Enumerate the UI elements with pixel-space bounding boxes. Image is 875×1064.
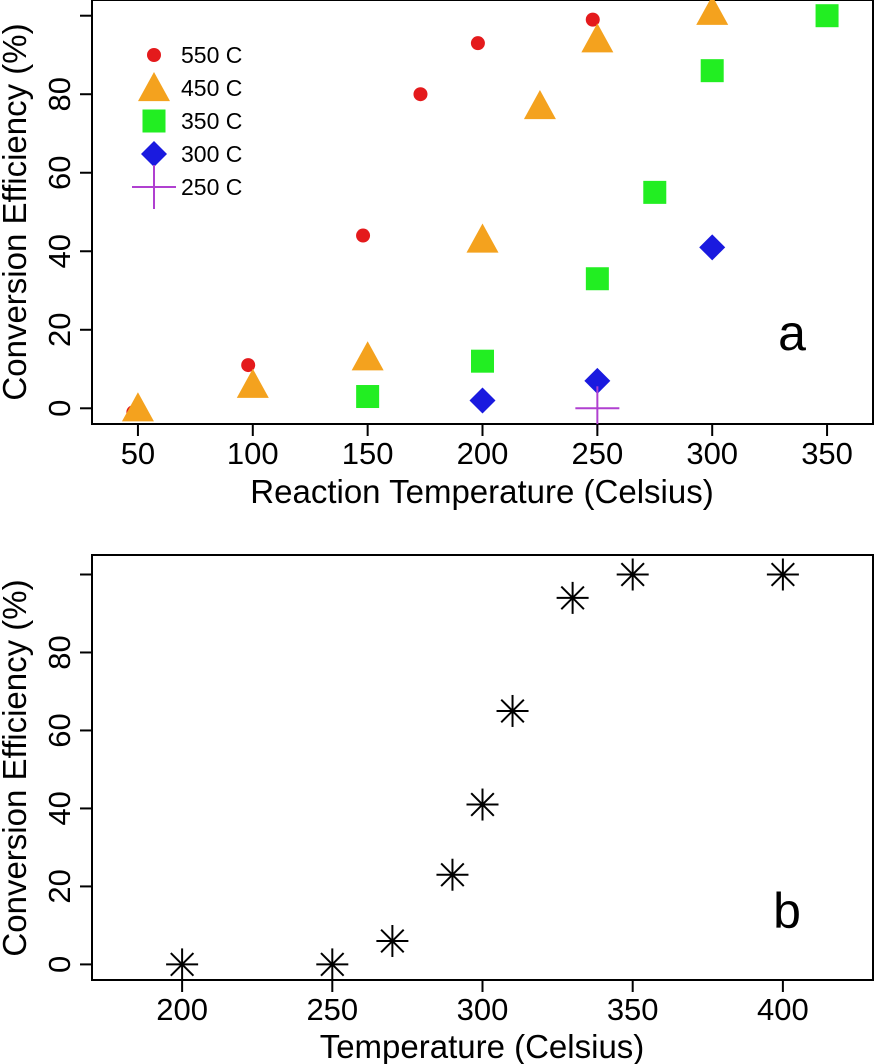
panel-a-point-300-c [699, 234, 726, 261]
panel-a-y-tick-label: 20 [42, 313, 77, 347]
panel-b-point-conversion [376, 925, 409, 958]
panel-a-x-tick-label: 250 [571, 436, 623, 471]
panel-a-point-300-c [469, 387, 496, 414]
panel-a-x-tick-label: 100 [227, 436, 279, 471]
panel-a-x-tick-label: 300 [686, 436, 738, 471]
panel-a-x-tick-label: 50 [121, 436, 155, 471]
panel-a-point-350-c [585, 267, 609, 291]
panel-b-y-tick-label: 60 [42, 713, 77, 747]
panel-b-y-tick-label: 40 [42, 791, 77, 825]
panel-b-frame [91, 554, 874, 981]
panel-b-letter: b [773, 883, 801, 939]
panel-a-x-ticks: 50 100 150 200 250 300 350 [121, 424, 853, 471]
legend-marker-300-c [141, 141, 167, 167]
panel-a-point-450-c [121, 392, 154, 422]
panel-b-x-tick-label: 250 [306, 992, 358, 1027]
panel-a-point-350-c [815, 4, 839, 28]
legend-label-300-c: 300 C [181, 141, 242, 167]
legend-marker-450-c [138, 72, 170, 102]
panel-b-x-ticks: 200 250 300 350 400 [156, 980, 809, 1027]
panel-a-y-tick-label: 80 [42, 77, 77, 111]
panel-a-point-450-c [523, 90, 556, 120]
panel-a-point-350-c [700, 59, 724, 83]
panel-b-y-tick-label: 0 [42, 956, 77, 973]
panel-a-y-tick-label: 40 [42, 234, 77, 268]
panel-a-point-450-c [696, 0, 729, 25]
panel-b-point-conversion [166, 948, 199, 981]
panel-a-point-350-c [471, 349, 494, 373]
legend-marker-250-c [132, 165, 176, 209]
panel-a-point-450-c [236, 368, 269, 398]
panel-b-marks [166, 558, 799, 981]
panel-b-point-conversion [496, 694, 529, 727]
panel-a-x-axis-title: Reaction Temperature (Celsius) [250, 473, 713, 510]
panel-a-point-550-c [241, 358, 256, 373]
panel-a-marks [121, 0, 839, 431]
panel-a-point-550-c [413, 87, 428, 102]
panel-b-point-conversion [766, 558, 799, 591]
panel-a-point-350-c [356, 385, 380, 409]
panel-b-point-conversion [316, 948, 349, 981]
panel-b-y-ticks: 0 20 40 60 80 [42, 573, 92, 973]
panel-b-point-conversion [436, 858, 469, 891]
panel-a-point-450-c [351, 341, 384, 371]
panel-b-y-tick-label: 20 [42, 869, 77, 903]
panel-b-x-tick-label: 200 [156, 992, 208, 1027]
panel-b-point-conversion [556, 581, 589, 614]
panel-a-point-450-c [466, 223, 499, 253]
panel-b-point-conversion [466, 788, 499, 821]
panel-a-x-tick-label: 200 [457, 436, 509, 471]
panel-a-point-300-c [584, 367, 611, 394]
panel-a-point-550-c [470, 36, 485, 51]
panel-b-x-axis-title: Temperature (Celsius) [320, 1028, 645, 1064]
panel-b-x-tick-label: 400 [757, 992, 809, 1027]
panel-a: 50 100 150 200 250 300 350 0 20 40 60 80 550 C 450 … [0, 0, 874, 510]
panel-a-y-ticks: 0 20 40 60 80 [42, 14, 92, 417]
legend-marker-350-c [142, 109, 166, 133]
panel-b-x-tick-label: 350 [607, 992, 659, 1027]
panel-a-x-tick-label: 350 [801, 436, 853, 471]
legend-label-550-c: 550 C [181, 42, 242, 68]
panel-a-letter: a [778, 305, 806, 361]
panel-a-y-axis-title: Conversion Efficiency (%) [0, 23, 33, 400]
panel-b-point-conversion [616, 558, 649, 591]
panel-a-legend: 550 C 450 C 350 C 300 C 250 C [132, 42, 242, 209]
panel-a-point-550-c [585, 12, 600, 27]
panel-b-y-tick-label: 80 [42, 635, 77, 669]
legend-label-450-c: 450 C [181, 75, 242, 101]
panel-b: 200 250 300 350 400 0 20 40 60 80 Temperature (C… [0, 554, 874, 1064]
panel-a-y-tick-label: 60 [42, 155, 77, 189]
panel-a-y-tick-label: 0 [42, 400, 77, 417]
legend-marker-550-c [147, 48, 161, 62]
legend-label-250-c: 250 C [181, 174, 242, 200]
panel-b-x-tick-label: 300 [457, 992, 509, 1027]
panel-b-y-axis-title: Conversion Efficiency (%) [0, 579, 33, 956]
panel-a-point-350-c [643, 180, 667, 204]
panel-a-point-450-c [581, 23, 614, 53]
legend-label-350-c: 350 C [181, 108, 242, 134]
panel-a-point-550-c [356, 228, 371, 243]
panel-a-point-250-c [575, 386, 620, 431]
panel-a-x-tick-label: 150 [342, 436, 394, 471]
